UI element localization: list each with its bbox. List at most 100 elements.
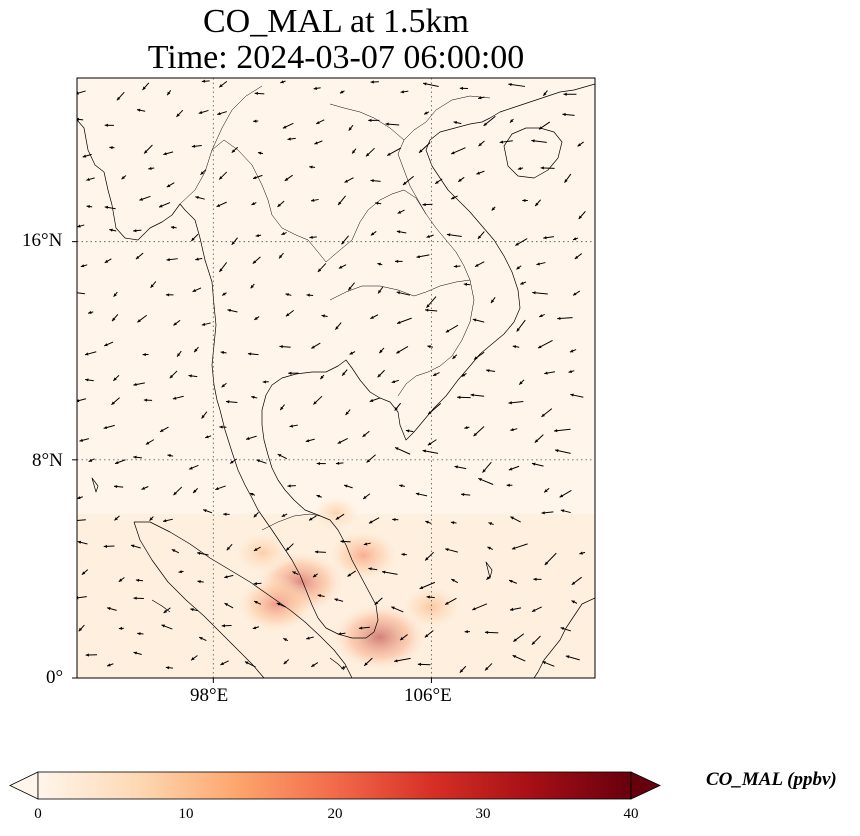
wind-vector-head (113, 484, 118, 489)
lat-tick-16N: 16°N (22, 230, 63, 251)
wind-vector-head (135, 255, 140, 260)
wind-vector-head (499, 140, 504, 144)
wind-vector-head (309, 165, 313, 169)
wind-vector-head (370, 179, 374, 183)
wind-vector-head (246, 436, 250, 440)
wind-vector-head (256, 459, 261, 463)
wind-vector-head (254, 316, 258, 320)
wind-vector-head (252, 626, 257, 630)
wind-vector-head (419, 149, 423, 153)
wind-vector-head (193, 489, 197, 493)
wind-vector-head (283, 660, 288, 665)
wind-vector-head (200, 171, 204, 175)
wind-vector-head (470, 393, 474, 397)
wind-vector-head (459, 86, 464, 90)
wind-vector-head (247, 352, 252, 356)
wind-vector-head (368, 520, 373, 524)
wind-vector-head (316, 461, 320, 466)
wind-vector-head (486, 369, 490, 373)
wind-vector-head (559, 494, 564, 498)
wind-vector-head (224, 603, 229, 607)
lon-tick-98E: 98°E (190, 685, 229, 706)
wind-vector-head (104, 123, 108, 127)
wind-vector-head (280, 406, 284, 411)
wind-vector-head (221, 383, 226, 388)
wind-vector-head (422, 202, 426, 207)
wind-vector-head (136, 108, 141, 112)
coastline-peninsula-west (219, 409, 375, 639)
wind-vector-head (335, 516, 340, 520)
wind-vector-head (163, 609, 168, 613)
wind-vector-head (508, 82, 512, 87)
wind-vector-head (428, 411, 432, 415)
wind-vector-head (426, 304, 430, 308)
wind-vector-head (573, 292, 577, 296)
wind-vector (77, 519, 86, 522)
wind-vector-head (531, 641, 536, 645)
wind-vector-head (144, 150, 148, 154)
colorbar-tick-20: 20 (327, 806, 343, 822)
wind-vector-head (255, 233, 260, 238)
wind-vector-head (341, 665, 346, 669)
wind-vector-head (107, 607, 111, 611)
wind-vector-head (317, 594, 322, 598)
wind-vector-head (314, 550, 319, 554)
wind-vector-head (306, 293, 310, 297)
coastline-sumatra (134, 521, 353, 678)
wind-vector-head (531, 462, 536, 466)
wind-vector-head (491, 207, 496, 211)
wind-vector-head (557, 316, 561, 321)
wind-vector-head (396, 291, 401, 295)
wind-vector-head (77, 496, 81, 500)
wind-vector-head (544, 489, 548, 493)
wind-vector-head (172, 396, 177, 400)
wind-vector-head (362, 433, 367, 437)
wind-vector-head (555, 449, 559, 453)
wind-vector-head (317, 268, 322, 272)
wind-vector-head (84, 352, 89, 356)
wind-vector-head (464, 630, 468, 634)
wind-vector-head (133, 382, 137, 387)
wind-vector-head (279, 345, 283, 349)
wind-vector-head (445, 329, 450, 333)
wind-vector-head (474, 356, 478, 360)
wind-vector-head (310, 198, 315, 202)
wind-vector-head (338, 201, 342, 206)
wind-vector-head (476, 171, 480, 175)
wind-vector-head (509, 607, 514, 611)
wind-vector-head (191, 237, 195, 241)
wind-vector-head (170, 225, 175, 230)
wind-vector-head (358, 626, 363, 630)
wind-vector-head (306, 636, 310, 640)
wind-vector-head (364, 662, 368, 666)
wind-vector-head (349, 351, 354, 355)
wind-vector-head (377, 262, 381, 266)
wind-vector-head (142, 86, 146, 91)
wind-vector-head (425, 557, 429, 561)
wind-vector-head (375, 201, 379, 205)
map-gridlines (77, 78, 595, 678)
wind-vector-head (226, 546, 231, 551)
wind-vector-head (534, 439, 539, 443)
wind-vector-head (227, 308, 231, 312)
wind-vector-head (287, 137, 291, 141)
wind-vector-head (370, 232, 375, 236)
wind-vector-head (139, 197, 143, 201)
wind-vector-head (171, 549, 176, 553)
wind-vector-head (475, 263, 479, 267)
wind-vector-head (321, 314, 325, 318)
wind-vector-head (392, 517, 396, 522)
wind-vector-head (445, 548, 449, 552)
wind-vector-head (508, 467, 513, 471)
wind-vector-head (194, 348, 198, 353)
wind-vector-head (433, 372, 437, 376)
wind-vector-head (533, 577, 537, 581)
coastline-borneo (533, 597, 595, 678)
wind-vector-head (104, 205, 109, 209)
wind-vector-head (419, 586, 424, 589)
wind-vector-head (253, 582, 257, 586)
wind-vector-head (478, 96, 482, 100)
wind-vector-head (345, 411, 349, 416)
wind-vector-head (539, 126, 543, 130)
coastline-peninsula-east (261, 117, 521, 633)
